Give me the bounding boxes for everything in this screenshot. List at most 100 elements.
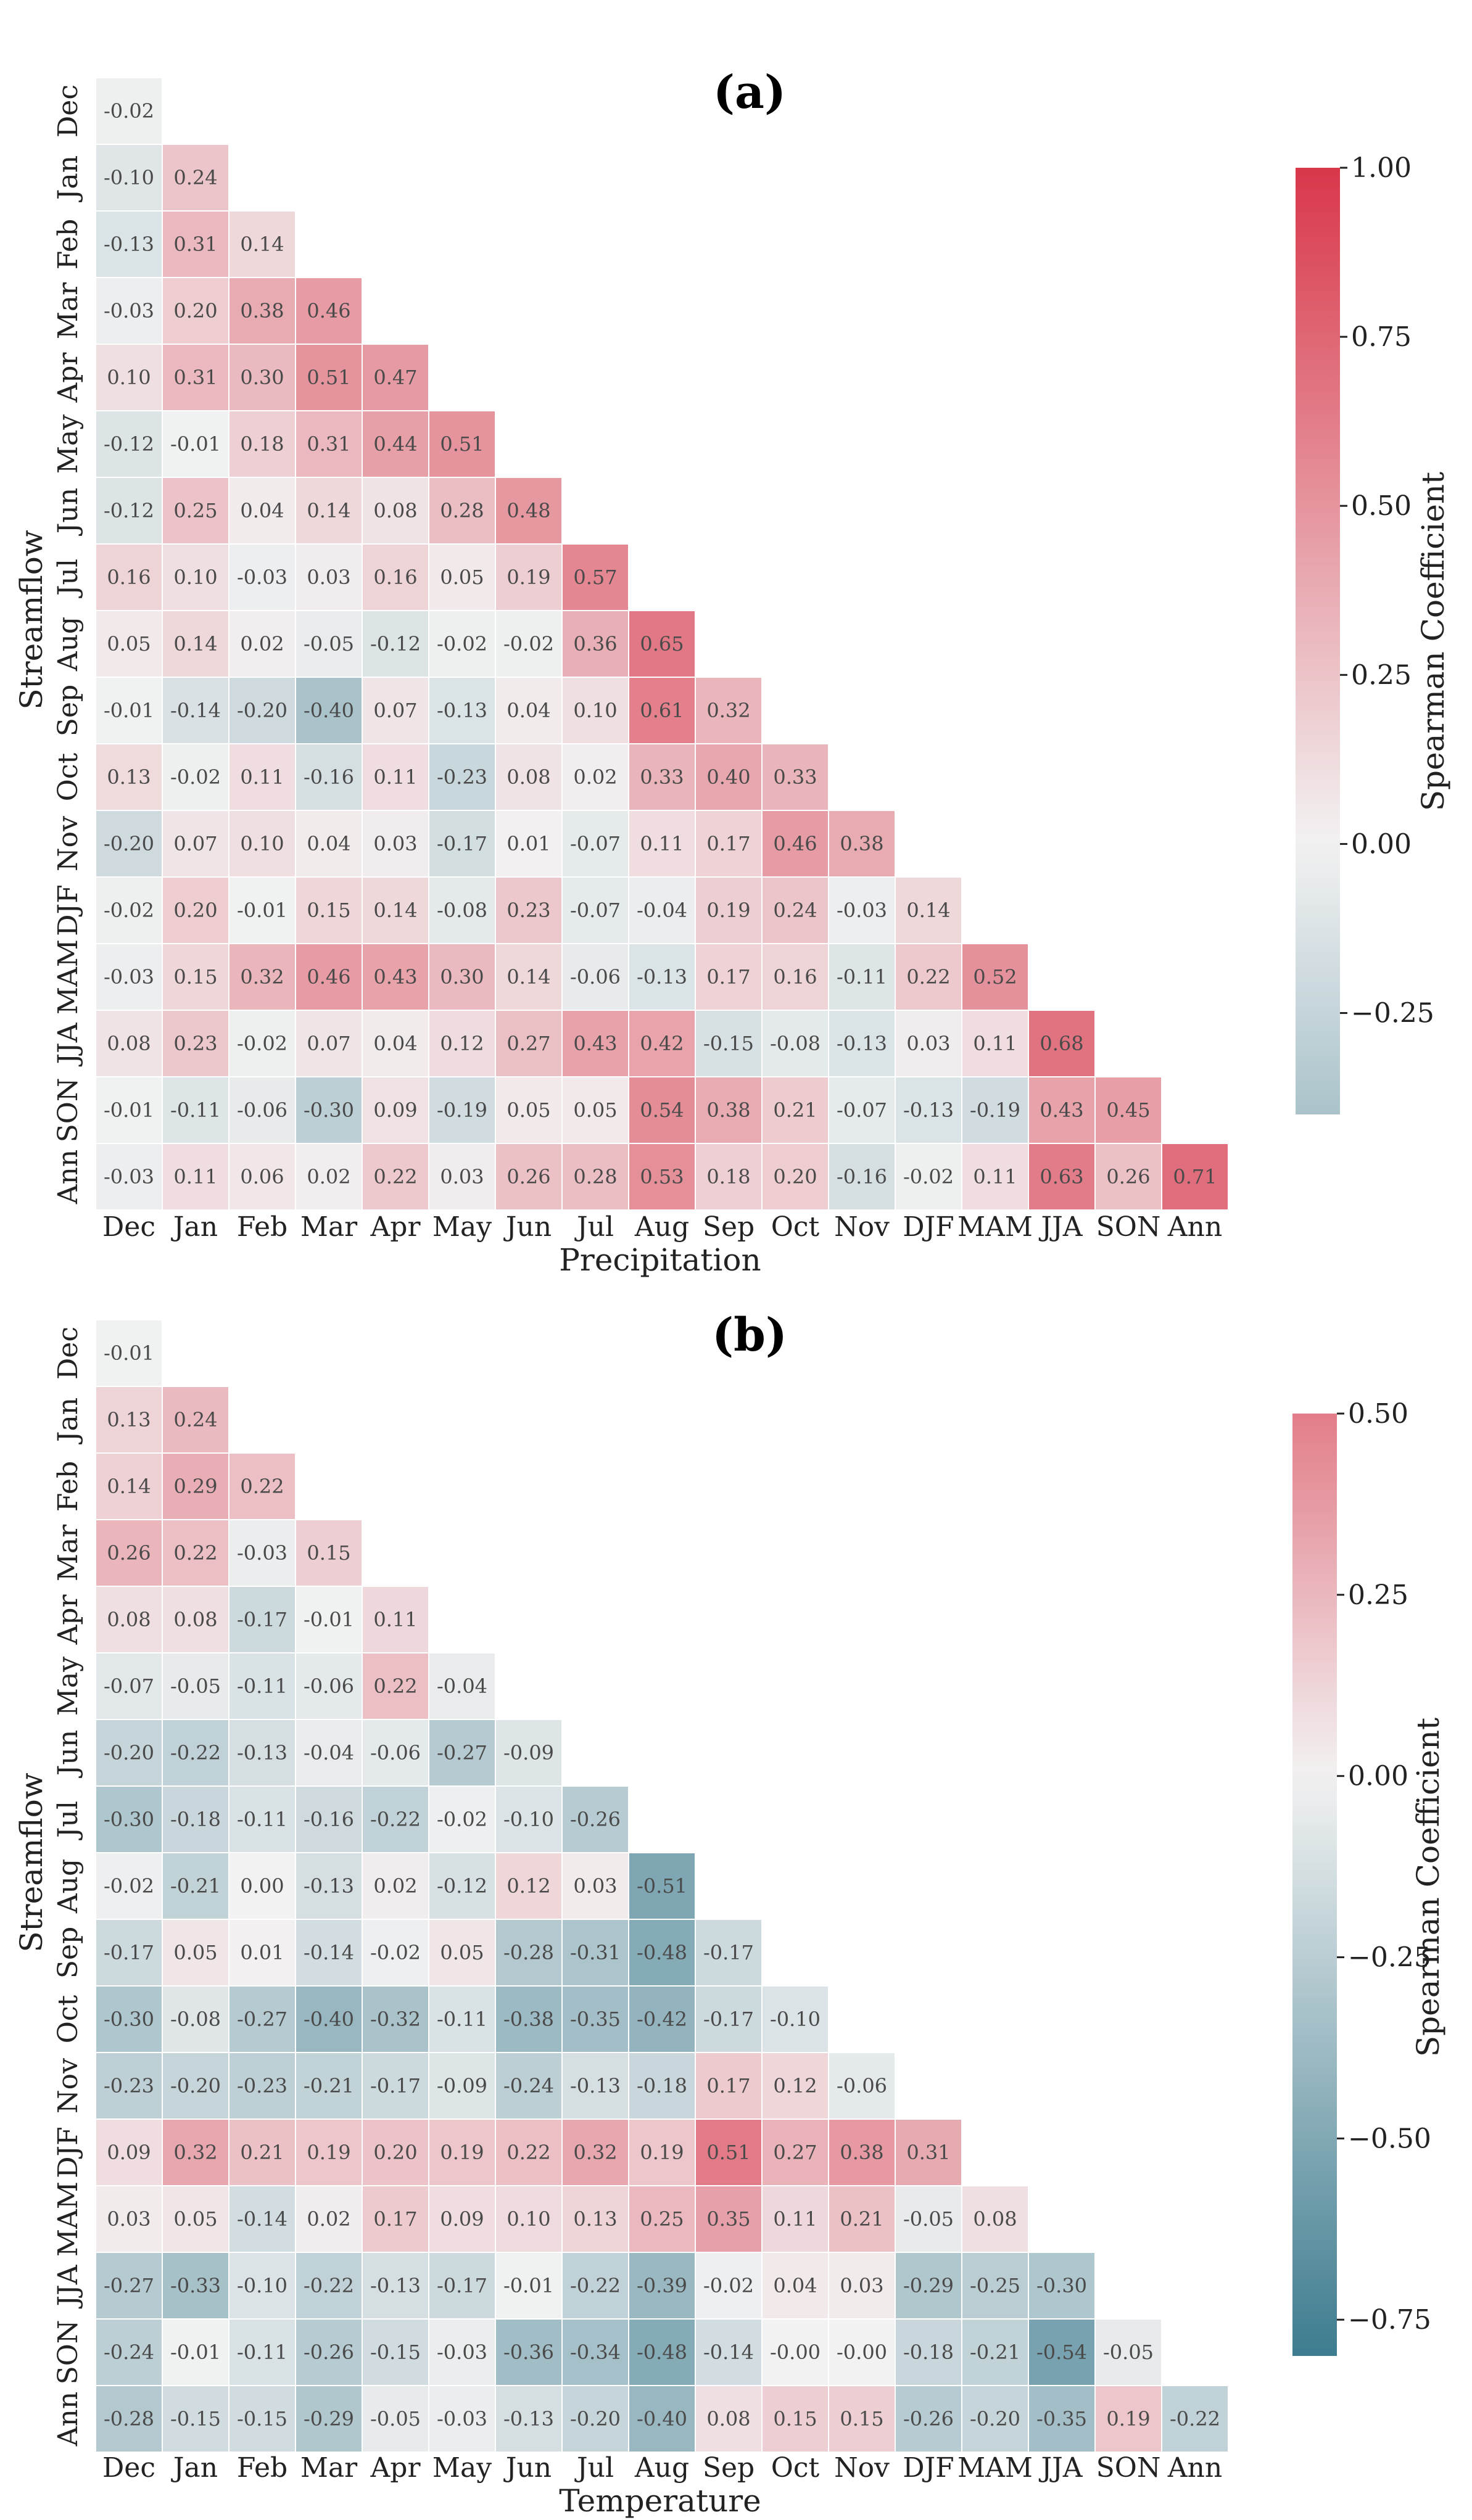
heatmap-cell-label: 0.12 bbox=[773, 2074, 817, 2098]
heatmap-cell bbox=[162, 810, 229, 878]
heatmap-cell-label: -0.28 bbox=[503, 1941, 554, 1964]
heatmap-cell bbox=[228, 1452, 296, 1520]
heatmap-cell bbox=[295, 2385, 363, 2453]
heatmap-cell-label: -0.14 bbox=[304, 1941, 354, 1964]
heatmap-cell-label: 0.17 bbox=[706, 965, 750, 989]
heatmap-cell bbox=[428, 943, 496, 1011]
heatmap-cell-label: -0.40 bbox=[304, 699, 354, 722]
y-tick-label: Ann bbox=[52, 2392, 84, 2447]
heatmap-cell-label: -0.03 bbox=[837, 899, 887, 922]
heatmap-cell-label: 0.51 bbox=[440, 432, 484, 456]
heatmap-cell-label: -0.11 bbox=[237, 2341, 287, 2364]
heatmap-cell bbox=[695, 810, 763, 878]
heatmap-cell bbox=[295, 943, 363, 1011]
heatmap-cell-label: 0.08 bbox=[173, 1608, 217, 1631]
heatmap-cell-label: 0.11 bbox=[640, 832, 684, 855]
heatmap-cell-label: 0.42 bbox=[640, 1032, 684, 1055]
heatmap-cell bbox=[228, 1076, 296, 1144]
heatmap-cell bbox=[162, 1852, 229, 1920]
heatmap-cell bbox=[162, 1919, 229, 1987]
x-tick-label: Dec bbox=[102, 2452, 155, 2484]
heatmap-cell-label: 0.02 bbox=[307, 2207, 350, 2231]
heatmap-cell-label: 0.19 bbox=[440, 2141, 484, 2164]
heatmap-cell-label: 0.19 bbox=[1106, 2407, 1150, 2431]
heatmap-cell-label: -0.29 bbox=[903, 2274, 954, 2297]
heatmap-cell-label: -0.20 bbox=[104, 1741, 154, 1764]
heatmap-cell bbox=[895, 876, 962, 944]
x-tick-label: Aug bbox=[634, 2452, 689, 2484]
heatmap-cell-label: -0.20 bbox=[237, 699, 287, 722]
heatmap-cell bbox=[561, 1852, 629, 1920]
heatmap-cell bbox=[495, 2052, 563, 2120]
heatmap-cell-label: -0.06 bbox=[370, 1741, 421, 1764]
heatmap-cell-label: -0.40 bbox=[637, 2407, 687, 2431]
heatmap-cell-label: -0.18 bbox=[170, 1808, 221, 1831]
heatmap-cells-b: -0.01 0.13 0.24 0.14 0.29 0.22 0.26 0.22 -0.03 0.… bbox=[95, 1319, 1229, 2453]
heatmap-cell bbox=[495, 477, 563, 545]
heatmap-cell bbox=[162, 1985, 229, 2053]
heatmap-cell-label: 0.04 bbox=[307, 832, 350, 855]
y-axis-label-b: Streamflow bbox=[14, 1773, 49, 1953]
heatmap-cell bbox=[761, 876, 829, 944]
heatmap-cell-label: -0.19 bbox=[970, 1098, 1020, 1122]
heatmap-cell-label: -0.18 bbox=[903, 2341, 954, 2364]
heatmap-cell-label: 0.47 bbox=[373, 366, 417, 389]
heatmap-cell bbox=[228, 543, 296, 611]
colorbar-label-b: Spearman Coefficient bbox=[1410, 1718, 1446, 2057]
x-tick-label: Feb bbox=[237, 1211, 287, 1243]
heatmap-cell-label: -0.03 bbox=[104, 965, 154, 989]
heatmap-cell-label: 0.30 bbox=[440, 965, 484, 989]
heatmap-cell bbox=[95, 77, 163, 145]
heatmap-cell bbox=[428, 876, 496, 944]
heatmap-cell-label: 0.18 bbox=[706, 1165, 750, 1188]
heatmap-cell bbox=[162, 410, 229, 478]
heatmap-cell-label: -0.22 bbox=[1170, 2407, 1220, 2431]
heatmap-cell bbox=[695, 1143, 763, 1211]
colorbar-ticks-a: 1.00 0.75 0.50 0.25 0.00 −0.25 bbox=[1340, 152, 1434, 1029]
heatmap-cell bbox=[695, 2318, 763, 2386]
y-tick-label: Jan bbox=[52, 1398, 84, 1444]
heatmap-cell-label: 0.03 bbox=[373, 832, 417, 855]
heatmap-cell-label: -0.01 bbox=[170, 432, 221, 456]
heatmap-cell-label: -0.11 bbox=[837, 965, 887, 989]
heatmap-cell-label: -0.21 bbox=[170, 1874, 221, 1898]
heatmap-cell-label: 0.03 bbox=[307, 566, 350, 589]
heatmap-cell-label: 0.48 bbox=[507, 499, 550, 522]
heatmap-cell-label: 0.02 bbox=[240, 632, 284, 656]
heatmap-cell bbox=[628, 876, 696, 944]
heatmap-cell-label: 0.22 bbox=[507, 2141, 550, 2164]
heatmap-cell-label: -0.17 bbox=[370, 2074, 421, 2098]
x-tick-label: Ann bbox=[1167, 1211, 1222, 1243]
heatmap-cell-label: -0.24 bbox=[104, 2341, 154, 2364]
heatmap-cell bbox=[162, 1386, 229, 1454]
panel-b-temperature: (b) -0.010.13 0.240.14 0.29 0.220.26 0.22 -0.… bbox=[14, 1309, 1446, 2519]
x-tick-label: Jan bbox=[171, 1211, 218, 1243]
heatmap-cell-label: 0.09 bbox=[107, 2141, 151, 2164]
heatmap-cell-label: -0.35 bbox=[1036, 2407, 1087, 2431]
heatmap-cell-label: -0.22 bbox=[570, 2274, 621, 2297]
panel-b-title: (b) bbox=[712, 1309, 787, 1362]
heatmap-cell-label: -0.13 bbox=[237, 1741, 287, 1764]
heatmap-cell-label: -0.04 bbox=[304, 1741, 354, 1764]
heatmap-cell bbox=[628, 1143, 696, 1211]
heatmap-cell-label: -0.11 bbox=[237, 1674, 287, 1698]
heatmap-cell bbox=[228, 1985, 296, 2053]
heatmap-cell-label: -0.20 bbox=[570, 2407, 621, 2431]
heatmap-cell-label: 0.04 bbox=[773, 2274, 817, 2297]
heatmap-cell bbox=[295, 743, 363, 811]
heatmap-cell bbox=[228, 2185, 296, 2253]
heatmap-cell bbox=[362, 2052, 429, 2120]
heatmap-cell-label: -0.12 bbox=[437, 1874, 487, 1898]
heatmap-cell-label: 0.09 bbox=[373, 1098, 417, 1122]
heatmap-cell-label: -0.08 bbox=[770, 1032, 821, 1055]
heatmap-cell-label: 0.11 bbox=[973, 1165, 1017, 1188]
heatmap-cell-label: -0.03 bbox=[104, 1165, 154, 1188]
heatmap-cell-label: -0.02 bbox=[903, 1165, 954, 1188]
heatmap-cell-label: 0.04 bbox=[373, 1032, 417, 1055]
heatmap-cell-label: 0.33 bbox=[640, 765, 684, 789]
heatmap-cell-label: 0.30 bbox=[240, 366, 284, 389]
y-tick-label: Jul bbox=[52, 1801, 84, 1840]
x-tick-label: Jan bbox=[171, 2452, 218, 2484]
heatmap-cell-label: -0.23 bbox=[437, 765, 487, 789]
heatmap-cell-label: -0.26 bbox=[304, 2341, 354, 2364]
